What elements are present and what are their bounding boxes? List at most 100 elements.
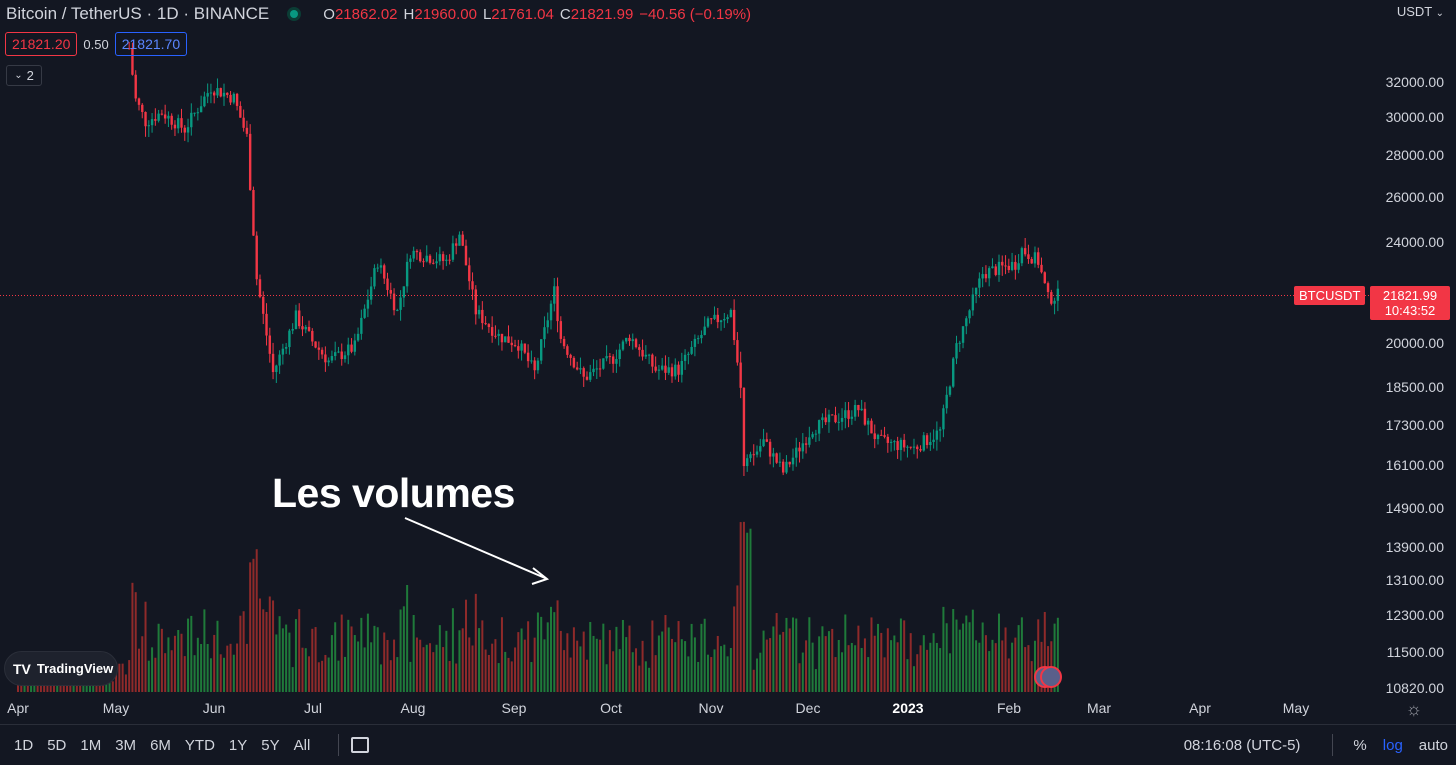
volume-bar	[124, 674, 127, 692]
range-button-3m[interactable]: 3M	[115, 736, 137, 754]
volume-bar	[939, 648, 942, 692]
candle-body	[899, 439, 903, 451]
volume-bar	[550, 606, 553, 692]
high-value: 21960.00	[414, 5, 477, 23]
candle-body	[1023, 248, 1027, 255]
volume-bar	[396, 657, 399, 692]
volume-bar	[265, 611, 268, 692]
volume-bar	[569, 657, 572, 692]
percent-scale-button[interactable]: %	[1353, 736, 1367, 754]
tradingview-logo[interactable]: TV TradingView	[4, 651, 118, 686]
buy-button[interactable]: 21821.70	[114, 32, 188, 56]
volume-bar	[595, 638, 598, 692]
volume-bar	[147, 660, 150, 692]
volume-bar	[334, 622, 337, 692]
candle-body	[369, 286, 373, 300]
candle-body	[248, 133, 252, 190]
volume-bar	[929, 642, 932, 692]
change-value: −40.56 (−0.19%)	[639, 5, 752, 23]
volume-bar	[710, 657, 713, 692]
candle-body	[772, 453, 775, 457]
candle-body	[971, 294, 975, 311]
volume-bar	[638, 665, 641, 692]
candle-body	[987, 268, 991, 279]
candle-body	[160, 113, 164, 115]
candle-body	[690, 346, 693, 354]
candle-body	[235, 93, 239, 106]
log-scale-button[interactable]: log	[1382, 736, 1403, 754]
range-button-1y[interactable]: 1Y	[228, 736, 248, 754]
volume-bar	[1037, 619, 1040, 692]
range-button-1d[interactable]: 1D	[14, 736, 34, 754]
candle-body	[177, 118, 180, 129]
volume-bar	[847, 645, 850, 692]
indicators-toggle-button[interactable]: ⌄ 2	[6, 65, 42, 86]
volume-bar	[942, 606, 945, 692]
price-tick-label: 18500.00	[1385, 379, 1444, 395]
market-open-icon	[287, 7, 302, 21]
auto-scale-button[interactable]: auto	[1418, 736, 1448, 754]
candle-body	[981, 274, 984, 279]
symbol-title[interactable]: Bitcoin / TetherUS · 1D · BINANCE	[6, 4, 270, 23]
volume-bar	[752, 669, 755, 692]
volume-bar	[667, 627, 670, 692]
volume-bar	[121, 663, 124, 692]
settings-gear-icon[interactable]: ☼	[1405, 699, 1423, 719]
close-label: C	[559, 5, 571, 23]
volume-bar	[118, 663, 121, 692]
events-flag-icon[interactable]	[1034, 666, 1062, 690]
range-button-all[interactable]: All	[293, 736, 311, 754]
volume-bar	[553, 612, 556, 692]
candle-body	[755, 451, 759, 455]
volume-bar	[579, 646, 582, 692]
candle-body	[749, 454, 752, 459]
volume-bar	[429, 643, 432, 692]
price-tick-label: 10820.00	[1385, 680, 1444, 696]
volume-bar	[769, 638, 772, 692]
candle-body	[765, 439, 769, 442]
bottom-toolbar: 1D 5D 1M 3M 6M YTD 1Y 5Y All 08:16:08 (UTC-5) % …	[0, 725, 1456, 765]
volume-bar	[190, 615, 193, 692]
time-axis[interactable]: Apr May Jun Jul Aug Sep Oct Nov Dec 2023 Feb Mar Apr…	[0, 696, 1456, 724]
candle-body	[948, 386, 952, 395]
volume-bar	[370, 642, 373, 692]
volume-bar	[582, 631, 585, 692]
candle-body	[163, 114, 167, 119]
range-button-6m[interactable]: 6M	[150, 736, 171, 754]
candle-body	[154, 119, 157, 121]
range-button-1m[interactable]: 1M	[80, 736, 102, 754]
sell-button[interactable]: 21821.20	[5, 32, 78, 56]
candle-body	[1027, 254, 1030, 260]
volume-bar	[602, 623, 605, 692]
candle-body	[961, 326, 965, 343]
last-price-label: 21821.99 10:43:52	[1370, 286, 1450, 320]
candle-body	[827, 414, 831, 423]
range-button-5d[interactable]: 5D	[47, 736, 67, 754]
clock-timezone[interactable]: 08:16:08 (UTC-5)	[1183, 736, 1301, 754]
candle-body	[759, 446, 762, 452]
candle-body	[376, 267, 379, 269]
candle-body	[919, 449, 922, 451]
candle-body	[464, 245, 468, 266]
volume-bar	[693, 637, 696, 692]
volume-bar	[252, 558, 255, 692]
candle-body	[219, 88, 222, 97]
currency-selector[interactable]: USDT ⌄	[1396, 4, 1444, 19]
bar-countdown: 10:43:52	[1384, 303, 1436, 318]
volume-bar	[1024, 647, 1027, 692]
volume-bar	[43, 682, 46, 692]
chart-legend: Bitcoin / TetherUS · 1D · BINANCE O21862…	[6, 4, 751, 24]
range-button-5y[interactable]: 5Y	[261, 736, 280, 754]
volume-bar	[919, 645, 922, 692]
price-axis[interactable]: USDT ⌄ 32000.00 30000.00 28000.00 26000.00 2…	[1370, 0, 1456, 696]
range-button-ytd[interactable]: YTD	[184, 736, 215, 754]
chart-pane[interactable]	[0, 0, 1370, 695]
candle-body	[660, 365, 664, 370]
candlestick-chart[interactable]	[0, 0, 1370, 695]
volume-bar	[706, 654, 709, 692]
candle-body	[1043, 272, 1046, 284]
volume-bar	[357, 641, 360, 692]
volume-bar	[245, 643, 248, 692]
candle-body	[268, 335, 271, 354]
date-range-icon[interactable]	[351, 737, 370, 753]
